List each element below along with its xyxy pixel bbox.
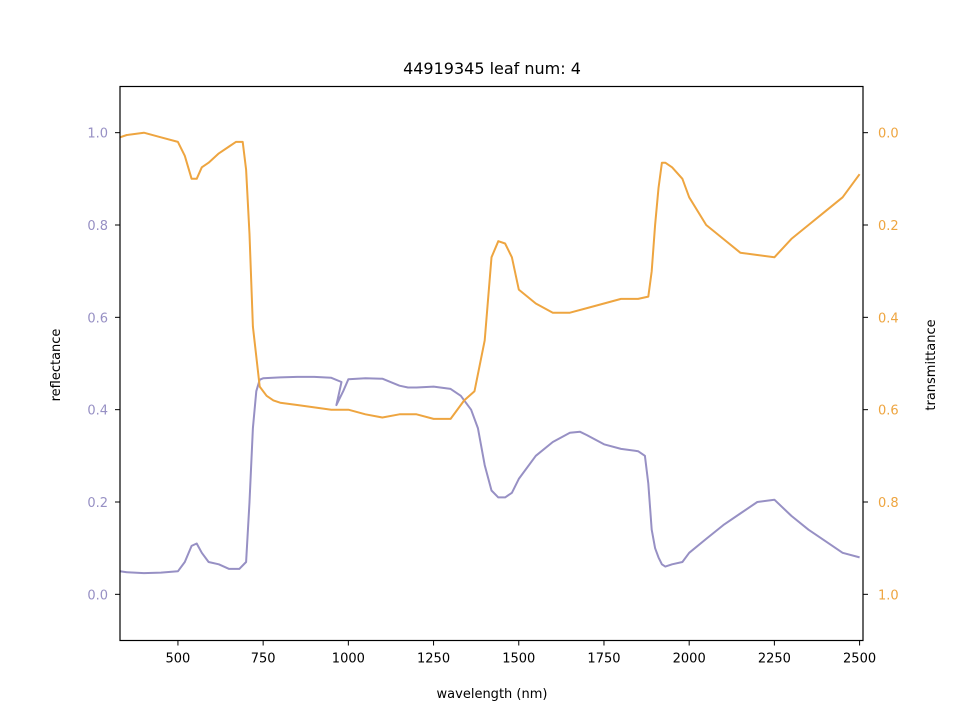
right-tick-label: 1.0 [878,588,899,603]
x-axis-label: wavelength (nm) [437,687,548,702]
right-axis: 0.0 0.2 0.4 0.6 0.8 1.0 [863,127,899,603]
x-tick-label: 500 [166,652,191,667]
plot-frame [119,85,864,642]
right-tick-label: 0.2 [878,219,899,234]
left-tick-label: 1.0 [87,127,108,142]
right-axis-label: transmittance [924,319,939,410]
left-tick-label: 0.6 [87,311,108,326]
x-tick-label: 1750 [587,652,620,667]
right-tick-label: 0.4 [878,311,899,326]
series-layer [119,131,861,575]
right-tick-label: 0.0 [878,127,899,142]
chart-title: 44919345 leaf num: 4 [403,59,581,78]
left-tick-label: 0.0 [87,588,108,603]
series-transmittance [119,131,861,420]
left-tick-label: 0.8 [87,219,108,234]
x-tick-label: 2500 [843,652,876,667]
x-tick-label: 2000 [673,652,706,667]
left-axis-label: reflectance [49,329,64,402]
right-tick-label: 0.6 [878,404,899,419]
left-tick-label: 0.2 [87,496,108,511]
x-tick-label: 1500 [502,652,535,667]
x-axis: 500 750 1000 1250 1500 1750 2000 2250 2500 [166,640,876,667]
left-axis: 0.0 0.2 0.4 0.6 0.8 1.0 [87,127,120,603]
x-tick-label: 1000 [332,652,365,667]
x-tick-label: 750 [251,652,276,667]
series-reflectance [119,375,860,575]
x-tick-label: 1250 [417,652,450,667]
x-tick-label: 2250 [758,652,791,667]
left-tick-label: 0.4 [87,404,108,419]
right-tick-label: 0.8 [878,496,899,511]
